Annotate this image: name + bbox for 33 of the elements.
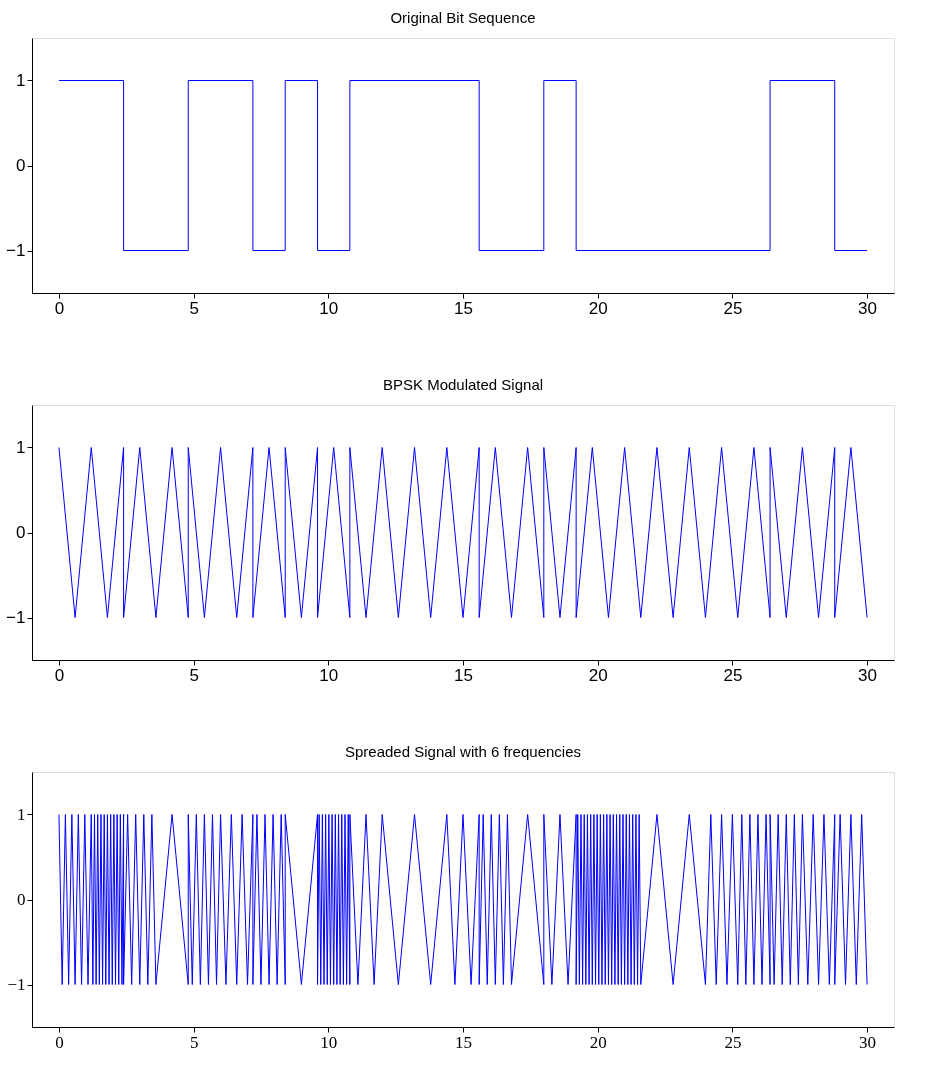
y-tick-label: 0 <box>16 156 26 175</box>
x-tick-label: 20 <box>588 665 608 685</box>
x-tick-label: 5 <box>189 298 199 318</box>
x-tick-label: 25 <box>723 665 743 685</box>
y-tick-label: −1 <box>6 608 26 627</box>
y-tick-label: 1 <box>16 438 26 457</box>
x-tick-label: 0 <box>54 665 65 685</box>
x-tick-label: 5 <box>189 665 199 685</box>
x-tick-label: 10 <box>319 298 339 318</box>
x-tick-label: 20 <box>588 298 608 318</box>
x-tick-label: 5 <box>189 1032 199 1052</box>
x-tick-label: 20 <box>589 1032 607 1052</box>
x-tick-label: 30 <box>858 665 878 685</box>
y-tick-label: 1 <box>17 805 26 824</box>
x-tick-label: 10 <box>320 1032 338 1052</box>
y-tick-label: 0 <box>17 890 26 909</box>
x-tick-label: 10 <box>319 665 339 685</box>
x-tick-label: 15 <box>454 665 473 685</box>
y-tick-label: −1 <box>7 975 26 994</box>
x-tick-label: 15 <box>455 1032 472 1052</box>
y-tick-label: 1 <box>16 71 26 90</box>
x-tick-label: 30 <box>858 298 878 318</box>
x-tick-label: 0 <box>54 298 65 318</box>
y-tick-label: 0 <box>16 523 26 542</box>
x-tick-label: 25 <box>724 1032 742 1052</box>
x-tick-label: 30 <box>859 1032 877 1052</box>
y-tick-label: −1 <box>6 241 26 260</box>
chart-title: Spreaded Signal with 6 frequencies <box>345 743 581 760</box>
chart-title: BPSK Modulated Signal <box>382 376 544 393</box>
x-tick-label: 15 <box>454 298 473 318</box>
chart-title: Original Bit Sequence <box>390 9 536 26</box>
x-tick-label: 0 <box>55 1032 64 1052</box>
x-tick-label: 25 <box>723 298 743 318</box>
